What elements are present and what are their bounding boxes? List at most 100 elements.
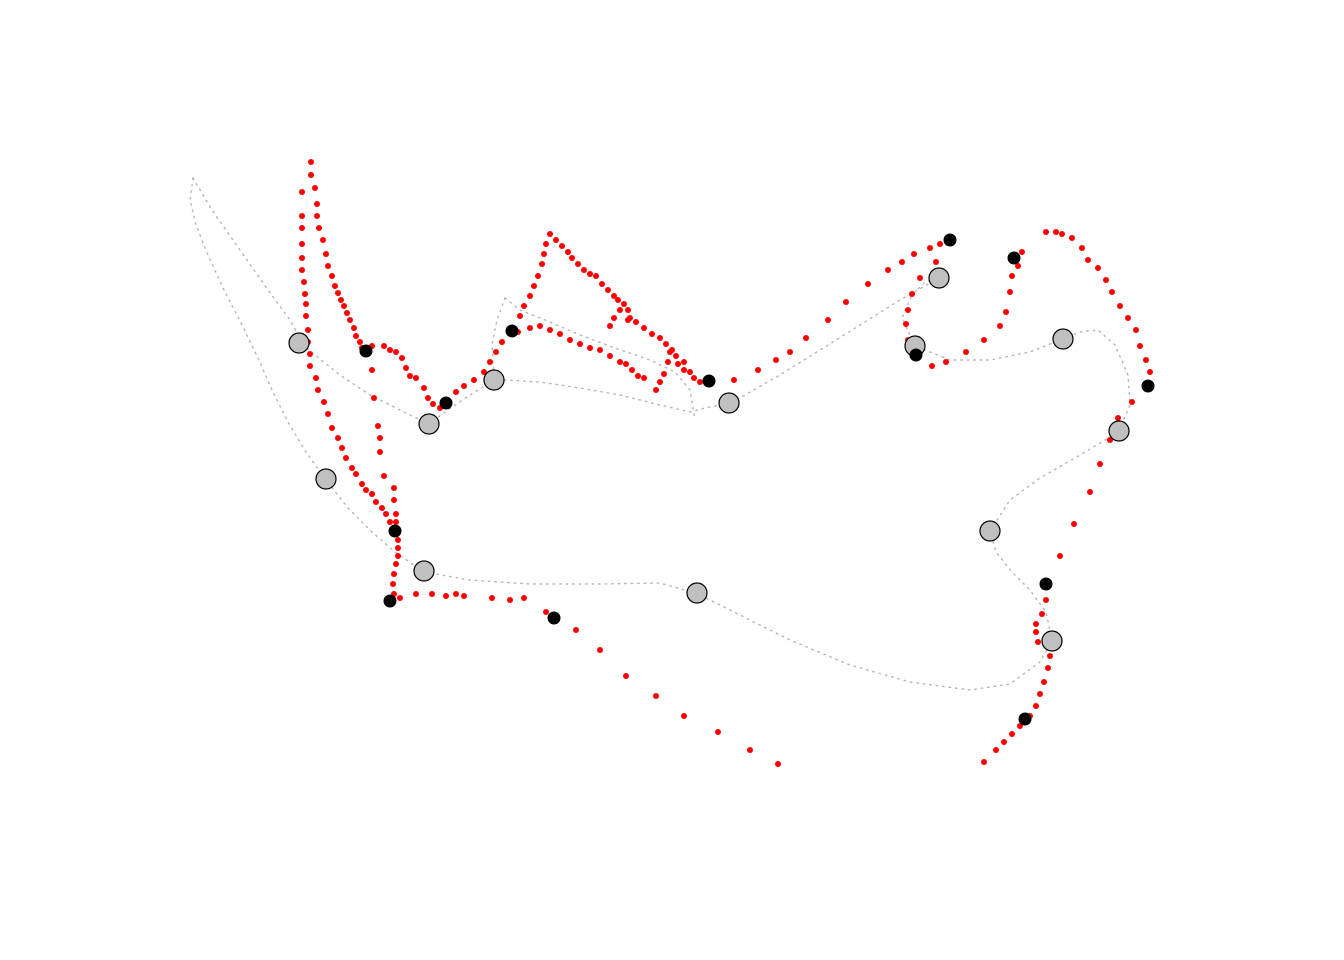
semilandmark-point [1017, 723, 1023, 729]
semilandmark-point [307, 351, 313, 357]
semilandmark-point [353, 471, 359, 477]
fixed-landmark-point [388, 524, 402, 538]
semilandmark-point [1143, 357, 1149, 363]
semilandmark-point [607, 353, 613, 359]
semilandmark-point [611, 293, 617, 299]
semilandmark-point [329, 273, 335, 279]
semilandmark-point [343, 455, 349, 461]
semilandmark-point [316, 225, 322, 231]
reference-outline-segment [491, 297, 506, 381]
semilandmark-point [553, 237, 559, 243]
semilandmark-point [1033, 621, 1039, 627]
semilandmark-point [623, 361, 629, 367]
fixed-landmark-point [702, 374, 716, 388]
fixed-landmark-point [1018, 712, 1032, 726]
semilandmark-point [499, 339, 505, 345]
semilandmark-point [1047, 653, 1053, 659]
semilandmark-point [1015, 263, 1021, 269]
semilandmark-point [687, 369, 693, 375]
semilandmark-point [403, 365, 409, 371]
semilandmark-point [567, 337, 573, 343]
fixed-landmark-point [1141, 379, 1155, 393]
semilandmark-point [903, 321, 909, 327]
semilandmark-point [493, 349, 499, 355]
semilandmark-point [559, 243, 565, 249]
semilandmark-point [299, 213, 305, 219]
semilandmark-point [927, 245, 933, 251]
semilandmark-point [1133, 327, 1139, 333]
semilandmark-point [377, 435, 383, 441]
semilandmark-point [1071, 521, 1077, 527]
fixed-landmark-point [439, 396, 453, 410]
reference-outline-segment [192, 177, 305, 346]
semilandmark-point [391, 571, 397, 577]
semilandmark-point [543, 241, 549, 247]
semilandmark-point [381, 343, 387, 349]
semilandmark-point [547, 231, 553, 237]
semilandmark-point [1001, 739, 1007, 745]
semilandmark-point [453, 591, 459, 597]
reference-landmark-point [1041, 630, 1063, 652]
semilandmark-point [573, 627, 579, 633]
semilandmark-point [395, 545, 401, 551]
semilandmark-point [407, 373, 413, 379]
semilandmark-point [487, 359, 493, 365]
semilandmark-point [993, 747, 999, 753]
semilandmark-point [379, 505, 385, 511]
semilandmark-point [541, 251, 547, 257]
semilandmark-point [1033, 629, 1039, 635]
fixed-landmark-point [1039, 577, 1053, 591]
semilandmark-point [1125, 315, 1131, 321]
semilandmark-point [393, 349, 399, 355]
semilandmark-point [399, 355, 405, 361]
semilandmark-point [314, 213, 320, 219]
semilandmark-point [981, 337, 987, 343]
fixed-landmark-points [359, 233, 1155, 726]
reference-landmark-point [413, 560, 435, 582]
reference-landmark-point [718, 392, 740, 414]
semilandmark-point [531, 283, 537, 289]
semilandmark-point [353, 333, 359, 339]
semilandmark-point [621, 301, 627, 307]
semilandmark-point [323, 251, 329, 257]
semilandmark-point [997, 323, 1003, 329]
semilandmark-point [1117, 303, 1123, 309]
semilandmark-point [381, 473, 387, 479]
semilandmark-point [917, 275, 923, 281]
reference-landmark-point [686, 582, 708, 604]
semilandmark-point [1019, 249, 1025, 255]
semilandmark-points [299, 159, 1153, 767]
semilandmark-point [641, 325, 647, 331]
semilandmark-point [885, 267, 891, 273]
semilandmark-point [865, 281, 871, 287]
semilandmark-point [390, 581, 396, 587]
reference-landmark-point [418, 413, 440, 435]
semilandmark-point [321, 399, 327, 405]
reference-outline [189, 177, 1131, 691]
semilandmark-point [299, 241, 305, 247]
semilandmark-point [338, 297, 344, 303]
semilandmark-point [1041, 679, 1047, 685]
semilandmark-point [320, 237, 326, 243]
semilandmark-point [453, 389, 459, 395]
semilandmark-point [623, 673, 629, 679]
semilandmark-point [1087, 489, 1093, 495]
semilandmark-point [299, 255, 305, 261]
semilandmark-point [825, 317, 831, 323]
fixed-landmark-point [547, 611, 561, 625]
semilandmark-point [395, 553, 401, 559]
semilandmark-point [537, 323, 543, 329]
semilandmark-point [607, 323, 613, 329]
reference-outline-segment [493, 379, 730, 413]
semilandmark-point [339, 445, 345, 451]
reference-outline-segment [1062, 329, 1131, 432]
semilandmark-point [357, 339, 363, 345]
fixed-landmark-point [505, 324, 519, 338]
semilandmark-point [377, 449, 383, 455]
semilandmark-point [1115, 415, 1121, 421]
semilandmark-point [577, 341, 583, 347]
semilandmark-point [575, 261, 581, 267]
semilandmark-point [625, 307, 631, 313]
semilandmark-point [657, 335, 663, 341]
semilandmark-point [312, 185, 318, 191]
